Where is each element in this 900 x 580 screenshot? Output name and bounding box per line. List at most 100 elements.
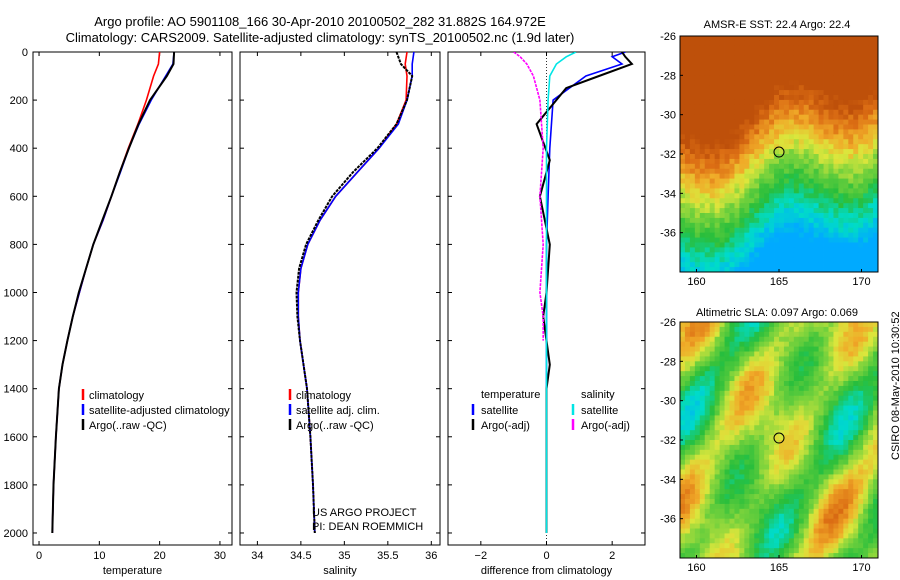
sla_map-cell xyxy=(863,459,869,465)
sst_map-cell xyxy=(843,267,849,273)
sla_map-cell xyxy=(873,400,879,406)
sst_map-cell xyxy=(848,213,854,219)
sst_map-cell xyxy=(843,149,849,155)
sst_map-cell xyxy=(754,208,760,214)
sst_map-cell xyxy=(734,163,740,170)
sla_map-cell xyxy=(818,381,824,387)
sla_map-cell xyxy=(823,430,829,436)
sst_map-cell xyxy=(843,36,849,42)
sla_map-cell xyxy=(813,366,819,372)
sla_map-cell xyxy=(843,479,849,485)
sla_map-cell xyxy=(779,528,785,534)
sla_map-cell xyxy=(803,430,810,436)
sst_map-cell xyxy=(863,99,869,106)
sla_map-cell xyxy=(689,499,696,505)
sst_map-cell xyxy=(719,247,725,253)
sla_map-cell xyxy=(833,553,839,559)
sst_map-cell xyxy=(863,40,869,47)
sst_map-cell xyxy=(863,173,869,179)
sst_map-cell xyxy=(808,139,815,145)
sst_map-cell xyxy=(783,173,790,179)
sst_map-cell xyxy=(798,55,805,61)
sst_map-cell xyxy=(858,60,864,66)
sla_map-cell xyxy=(798,543,805,549)
sst_map-cell xyxy=(828,262,834,268)
sla_map-cell xyxy=(783,528,790,534)
sst_map-cell xyxy=(788,144,795,150)
sla_map-cell xyxy=(729,499,735,505)
sla_map-cell xyxy=(823,523,829,529)
sst_map-cell xyxy=(818,95,824,101)
sla_map-cell xyxy=(873,508,879,515)
sst_map-cell xyxy=(754,134,760,140)
sst_map-cell xyxy=(684,168,691,175)
sla_map-cell xyxy=(843,351,849,357)
sst_map-cell xyxy=(680,154,686,160)
sst_map-cell xyxy=(689,163,696,170)
sst_map-cell xyxy=(729,119,735,125)
sst_map-cell xyxy=(808,247,815,253)
sla_map-cell xyxy=(823,435,829,441)
sla_map-cell xyxy=(739,553,745,559)
sst_map-cell xyxy=(719,50,725,57)
sla_map-cell xyxy=(858,533,864,539)
sst_map-cell xyxy=(838,217,844,224)
sst_map-cell xyxy=(853,267,859,273)
sst_map-cell xyxy=(749,40,755,47)
sla_map-cell xyxy=(843,430,849,436)
sst_map-cell xyxy=(719,36,725,42)
sla_map-cell xyxy=(838,499,844,505)
sla_map-cell xyxy=(764,371,770,377)
sla_map-cell xyxy=(813,513,819,520)
sst_map-cell xyxy=(774,124,780,130)
sst_map-cell xyxy=(843,213,849,219)
sla_map-cell xyxy=(788,513,795,520)
sst_map-cell xyxy=(699,70,706,76)
sla_map-cell xyxy=(828,356,834,362)
sst_map-cell xyxy=(759,144,765,150)
sst_map-cell xyxy=(764,90,770,96)
sst_map-cell xyxy=(714,232,720,238)
sla_map-cell xyxy=(868,415,874,421)
sla_map-cell xyxy=(689,523,696,529)
salinity-panel: 34 34.5 35 35.5 36salinityclimatologysatelli… xyxy=(239,51,441,577)
sst_map-cell xyxy=(843,154,849,160)
sst_map-cell xyxy=(754,149,760,155)
sst_map-cell xyxy=(793,95,800,101)
sst_map-cell xyxy=(724,75,730,81)
sst_map-cell xyxy=(714,60,720,66)
sla_map-cell xyxy=(704,454,711,461)
sla_map-cell xyxy=(769,454,775,461)
sst_map-cell xyxy=(833,262,839,268)
sla_map-cell xyxy=(783,518,790,524)
sla_map-cell xyxy=(843,474,849,480)
sla_map-cell xyxy=(689,425,696,431)
sla_map-cell xyxy=(704,390,711,397)
sla_map-cell xyxy=(729,548,735,554)
sst_map-cell xyxy=(788,114,795,120)
sst_map-cell xyxy=(848,188,854,194)
sst_map-cell xyxy=(823,208,829,214)
sla_map-cell xyxy=(838,326,844,333)
sla_map-cell xyxy=(729,381,735,387)
sla_map-cell xyxy=(788,523,795,529)
sla_map-cell xyxy=(774,553,780,559)
sla_map-cell xyxy=(684,410,691,416)
sst_map-cell xyxy=(793,257,800,263)
sst_map-cell xyxy=(739,36,745,42)
sla_map-cell xyxy=(754,336,760,343)
sla_map-cell xyxy=(724,518,730,524)
sst_map-cell xyxy=(788,124,795,130)
sst_map-cell xyxy=(754,119,760,125)
sst_map-cell xyxy=(798,124,805,130)
sst_map-cell xyxy=(684,183,691,189)
sla_map-cell xyxy=(838,410,844,416)
sla_map-cell xyxy=(838,341,844,347)
sst_map-cell xyxy=(739,232,745,238)
sst_map-cell xyxy=(833,65,839,71)
sla_map-cell xyxy=(689,351,696,357)
sst_map-cell xyxy=(848,134,854,140)
sst_map-cell xyxy=(744,242,750,248)
sla_map-cell xyxy=(739,346,745,352)
sla_map-cell xyxy=(719,440,725,446)
